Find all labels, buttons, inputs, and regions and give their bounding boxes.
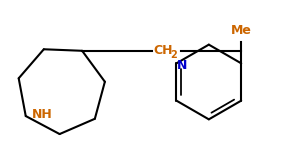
Text: CH: CH (154, 44, 173, 57)
Text: N: N (177, 59, 188, 72)
Text: 2: 2 (171, 50, 177, 60)
Text: Me: Me (231, 24, 252, 37)
Text: NH: NH (32, 108, 53, 121)
